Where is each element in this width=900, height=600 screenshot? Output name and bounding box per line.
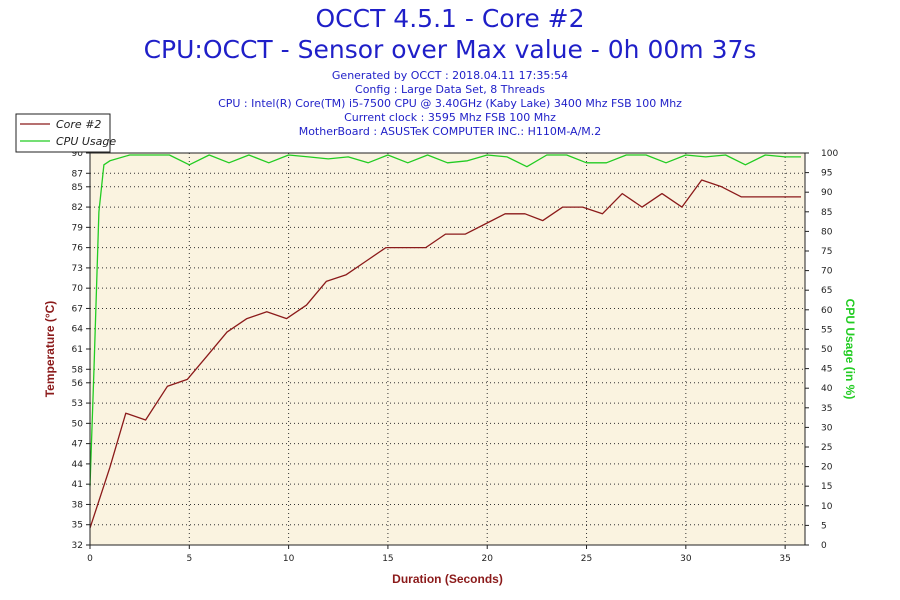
y2-tick-label: 35 — [821, 404, 832, 414]
legend: Core #2 CPU Usage — [15, 113, 116, 153]
series-line-cpu-usage — [89, 154, 801, 487]
y-axis-label: Temperature (°C) — [43, 301, 57, 398]
legend-label: Core #2 — [56, 118, 101, 131]
y2-tick-label: 90 — [821, 188, 833, 198]
y-tick-label: 70 — [72, 284, 84, 294]
y2-tick-label: 10 — [821, 502, 833, 512]
y-tick-label: 32 — [72, 541, 83, 551]
info-generated: Generated by OCCT : 2018.04.11 17:35:54 — [331, 69, 569, 82]
info-clock: Current clock : 3595 Mhz FSB 100 Mhz — [344, 111, 556, 124]
plot-frame — [89, 152, 806, 546]
y-tick-label: 67 — [72, 304, 83, 314]
y2-tick-label: 0 — [821, 541, 827, 551]
y-tick-label: 87 — [72, 169, 83, 179]
y2-tick-label: 95 — [821, 169, 832, 179]
info-motherboard: MotherBoard : ASUSTeK COMPUTER INC.: H11… — [298, 125, 602, 138]
x-axis-label: Duration (Seconds) — [392, 572, 503, 586]
y-tick-label: 61 — [72, 345, 83, 355]
y2-axis-label: CPU Usage (in %) — [843, 299, 857, 400]
x-tick-label: 30 — [680, 554, 692, 564]
y-tick-label: 73 — [72, 264, 83, 274]
x-tick-label: 20 — [481, 554, 493, 564]
y2-tick-label: 65 — [821, 286, 832, 296]
axis-ticks: 3235384144475053565861646770737679828587… — [72, 149, 839, 564]
x-tick-label: 35 — [779, 554, 790, 564]
y2-tick-label: 60 — [821, 306, 833, 316]
y2-tick-label: 75 — [821, 247, 832, 257]
plot-area — [90, 153, 805, 545]
x-tick-label: 15 — [382, 554, 393, 564]
y-tick-label: 90 — [72, 149, 84, 159]
y2-tick-label: 20 — [821, 463, 833, 473]
y2-tick-label: 15 — [821, 482, 832, 492]
y2-tick-label: 5 — [821, 521, 827, 531]
y2-tick-label: 50 — [821, 345, 833, 355]
y-tick-label: 44 — [72, 460, 84, 470]
x-tick-label: 0 — [87, 554, 93, 564]
info-config: Config : Large Data Set, 8 Threads — [355, 83, 545, 96]
y-tick-label: 85 — [72, 183, 83, 193]
legend-box — [15, 113, 111, 153]
y-tick-label: 38 — [72, 500, 84, 510]
y2-tick-label: 55 — [821, 325, 832, 335]
series-line-core2 — [89, 179, 801, 529]
y-tick-label: 58 — [72, 365, 84, 375]
info-cpu: CPU : Intel(R) Core(TM) i5-7500 CPU @ 3.… — [218, 97, 682, 110]
y-tick-label: 35 — [72, 521, 83, 531]
y-tick-label: 50 — [72, 419, 84, 429]
chart-title: OCCT 4.5.1 - Core #2 — [315, 4, 585, 33]
x-tick-label: 25 — [581, 554, 592, 564]
y-tick-label: 53 — [72, 399, 83, 409]
legend-label: CPU Usage — [56, 135, 116, 148]
y2-tick-label: 85 — [821, 208, 832, 218]
y2-tick-label: 45 — [821, 365, 832, 375]
y2-tick-label: 70 — [821, 267, 833, 277]
chart-subtitle: CPU:OCCT - Sensor over Max value - 0h 00… — [143, 35, 757, 64]
y-tick-label: 82 — [72, 203, 83, 213]
y-tick-label: 79 — [72, 223, 84, 233]
y-tick-label: 47 — [72, 440, 83, 450]
y2-tick-label: 80 — [821, 227, 833, 237]
y2-tick-label: 25 — [821, 443, 832, 453]
y2-tick-label: 40 — [821, 384, 833, 394]
y2-tick-label: 100 — [821, 149, 838, 159]
y-tick-label: 76 — [72, 244, 84, 254]
y2-tick-label: 30 — [821, 423, 833, 433]
x-tick-label: 10 — [283, 554, 295, 564]
grid — [90, 153, 805, 545]
y-tick-label: 56 — [72, 379, 84, 389]
y-tick-label: 64 — [72, 325, 84, 335]
x-tick-label: 5 — [186, 554, 192, 564]
series-layer — [89, 154, 801, 529]
y-tick-label: 41 — [72, 480, 83, 490]
